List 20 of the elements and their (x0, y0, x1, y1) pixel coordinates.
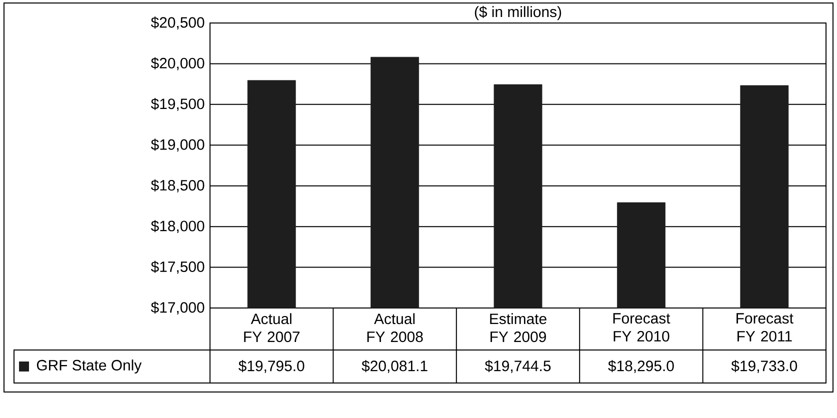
legend-label: GRF State Only (36, 360, 142, 374)
x-tick-label: Actual FY 2008 (367, 313, 423, 342)
y-tick-label: $17,500 (150, 260, 204, 274)
y-tick-label: $19,000 (150, 138, 204, 152)
data-label: $20,081.1 (362, 360, 428, 373)
y-tick-label: $18,000 (150, 220, 204, 234)
data-label: $18,295.0 (608, 360, 674, 373)
x-tick-label: Actual FY 2007 (244, 313, 300, 342)
x-tick-label: Estimate FY 2009 (490, 313, 546, 342)
y-tick-label: $19,500 (150, 98, 204, 111)
x-tick-label: Forecast FY 2011 (736, 313, 794, 342)
data-label: $19,744.5 (484, 360, 551, 373)
y-tick-label: $20,500 (150, 16, 204, 30)
x-tick-label: Forecast FY 2010 (613, 313, 670, 342)
y-tick-label: $18,500 (150, 179, 204, 192)
chart-title: ($ in millions) (474, 6, 562, 20)
data-label: $19,733.0 (731, 360, 798, 373)
data-label: $19,795.0 (238, 360, 304, 373)
y-tick-label: $20,000 (150, 57, 204, 70)
y-tick-label: $17,000 (150, 302, 204, 314)
